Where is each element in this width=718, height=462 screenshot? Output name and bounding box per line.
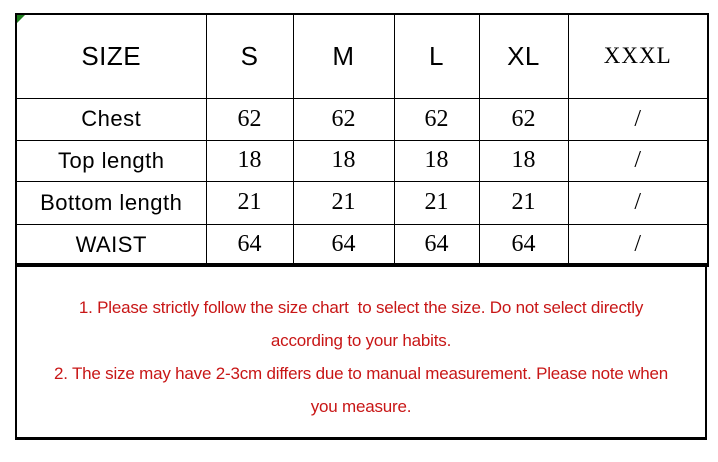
value-cell: 18 (393, 139, 480, 182)
value-cell: 62 (205, 97, 294, 141)
header-m: M (292, 13, 395, 99)
header-xl: XL (478, 13, 569, 99)
value-cell-na: / (567, 223, 709, 267)
row-label-top-length: Top length (15, 139, 207, 182)
note-line: according to your habits. (270, 330, 452, 350)
header-s: S (205, 13, 294, 99)
value-cell: 18 (205, 139, 294, 182)
value-cell: 21 (478, 180, 569, 225)
note-line: you measure. (310, 396, 412, 416)
value-cell: 64 (205, 223, 294, 267)
value-cell: 64 (292, 223, 395, 267)
table-header-row: SIZE S M L XL XXXL (15, 13, 709, 99)
value-cell-na: / (567, 97, 709, 141)
value-cell: 21 (393, 180, 480, 225)
header-size: SIZE (15, 13, 207, 99)
row-label-bottom-length: Bottom length (15, 180, 207, 225)
note-line: 2. The size may have 2-3cm differs due t… (53, 363, 669, 383)
value-cell-na: / (567, 180, 709, 225)
value-cell: 62 (478, 97, 569, 141)
value-cell: 62 (292, 97, 395, 141)
value-cell: 64 (393, 223, 480, 267)
value-cell: 64 (478, 223, 569, 267)
value-cell: 21 (292, 180, 395, 225)
table-row: Top length 18 18 18 18 / (15, 139, 709, 182)
green-corner-triangle-icon (17, 15, 25, 23)
table-row: Chest 62 62 62 62 / (15, 97, 709, 141)
size-table: SIZE S M L XL XXXL Chest 62 62 62 62 / T… (15, 13, 709, 267)
table-row: Bottom length 21 21 21 21 / (15, 180, 709, 225)
value-cell: 62 (393, 97, 480, 141)
row-label-chest: Chest (15, 97, 207, 141)
header-xxxl: XXXL (567, 13, 709, 99)
value-cell: 21 (205, 180, 294, 225)
note-line: 1. Please strictly follow the size chart… (78, 297, 644, 317)
table-row: WAIST 64 64 64 64 / (15, 223, 709, 267)
value-cell: 18 (478, 139, 569, 182)
value-cell: 18 (292, 139, 395, 182)
row-label-waist: WAIST (15, 223, 207, 267)
notes-box: 1. Please strictly follow the size chart… (15, 263, 707, 440)
header-l: L (393, 13, 480, 99)
value-cell-na: / (567, 139, 709, 182)
